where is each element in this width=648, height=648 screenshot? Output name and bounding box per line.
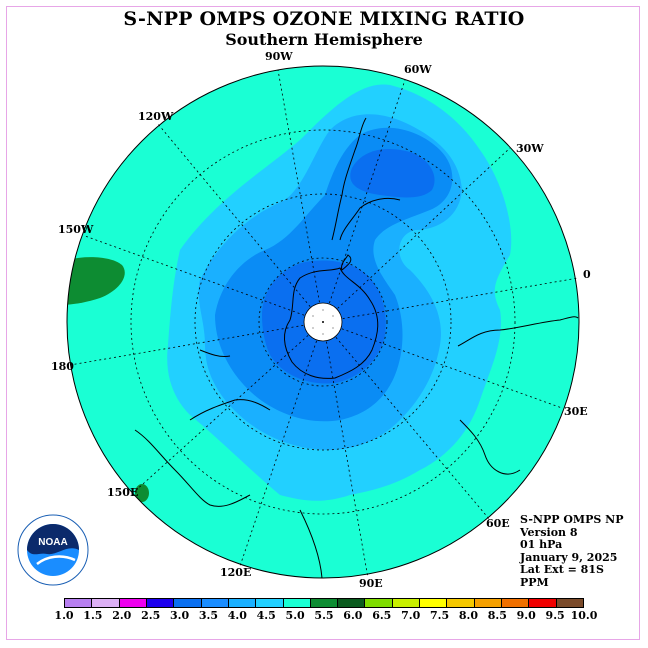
map-boundary bbox=[66, 65, 580, 579]
colorbar-tick-label: 2.5 bbox=[141, 609, 161, 622]
colorbar-tick-label: 1.0 bbox=[54, 609, 74, 622]
colorbar-tick-label: 5.0 bbox=[285, 609, 305, 622]
colorbar-tick-label: 3.5 bbox=[198, 609, 219, 622]
colorbar-tick-label: 8.5 bbox=[487, 609, 507, 622]
colorbar-swatch bbox=[474, 599, 502, 607]
colorbar bbox=[64, 598, 584, 608]
contour-5.0-patch-west bbox=[67, 257, 125, 305]
colorbar-swatch bbox=[556, 599, 583, 607]
lon-label-60w: 60W bbox=[404, 63, 432, 76]
colorbar-swatch bbox=[392, 599, 421, 607]
lon-label-30e: 30E bbox=[564, 405, 588, 418]
colorbar-swatch bbox=[338, 599, 366, 607]
info-version: Version 8 bbox=[520, 525, 578, 539]
colorbar-swatch bbox=[365, 599, 393, 607]
map-title: S-NPP OMPS OZONE MIXING RATIO bbox=[123, 8, 525, 30]
colorbar-tick-label: 2.0 bbox=[112, 609, 132, 622]
lon-label-30w: 30W bbox=[516, 142, 544, 155]
colorbar-swatch bbox=[283, 599, 311, 607]
colorbar-swatch bbox=[92, 599, 120, 607]
plot-frame bbox=[6, 6, 640, 640]
colorbar-tick-label: 4.0 bbox=[227, 609, 247, 622]
colorbar-tick-label: 5.5 bbox=[314, 609, 334, 622]
lon-label-150w: 150W bbox=[58, 223, 94, 236]
lon-label-60e: 60E bbox=[486, 517, 510, 530]
colorbar-swatch bbox=[447, 599, 475, 607]
colorbar-tick-label: 9.5 bbox=[545, 609, 565, 622]
colorbar-swatch bbox=[65, 599, 93, 607]
lon-label-180: 180 bbox=[51, 360, 74, 373]
colorbar-swatch bbox=[310, 599, 339, 607]
info-units: PPM bbox=[520, 575, 549, 589]
colorbar-swatch bbox=[119, 599, 147, 607]
info-date: January 9, 2025 bbox=[520, 550, 618, 564]
lon-label-0: 0 bbox=[583, 268, 591, 281]
colorbar-swatch bbox=[174, 599, 202, 607]
colorbar-tick-label: 9.0 bbox=[516, 609, 536, 622]
colorbar-tick-label: 1.5 bbox=[83, 609, 103, 622]
lon-label-120e: 120E bbox=[220, 566, 252, 579]
info-pressure: 01 hPa bbox=[520, 538, 563, 551]
lon-label-120w: 120W bbox=[138, 110, 174, 123]
colorbar-swatch bbox=[201, 599, 229, 607]
graticule bbox=[69, 69, 579, 579]
colorbar-swatch bbox=[529, 599, 557, 607]
colorbar-swatch bbox=[146, 599, 175, 607]
pole-dots bbox=[312, 309, 334, 335]
colorbar-tick-label: 7.5 bbox=[429, 609, 450, 622]
map-subtitle: Southern Hemisphere bbox=[225, 30, 423, 49]
lon-label-90w: 90W bbox=[265, 50, 293, 63]
colorbar-tick-label: 7.0 bbox=[401, 609, 421, 622]
lon-label-90e: 90E bbox=[359, 577, 383, 590]
colorbar-tick-label: 4.5 bbox=[256, 609, 276, 622]
info-instrument: S-NPP OMPS NP bbox=[520, 513, 624, 526]
contour-2.5-south-america bbox=[350, 148, 435, 198]
colorbar-swatch bbox=[228, 599, 257, 607]
info-panel: S-NPP OMPS NP Version 8 01 hPa January 9… bbox=[520, 513, 624, 589]
info-lat-ext: Lat Ext = 81S bbox=[520, 563, 604, 576]
logo-text: NOAA bbox=[38, 537, 67, 548]
contour-5.0-patch-small bbox=[135, 484, 149, 502]
noaa-logo: NOAA bbox=[17, 514, 89, 586]
colorbar-tick-label: 6.5 bbox=[372, 609, 392, 622]
colorbar-tick-label: 3.0 bbox=[169, 609, 190, 622]
colorbar-swatch bbox=[420, 599, 448, 607]
colorbar-tick-label: 8.0 bbox=[458, 609, 479, 622]
colorbar-tick-label: 6.0 bbox=[343, 609, 363, 622]
lon-label-150e: 150E bbox=[107, 486, 139, 499]
colorbar-swatch bbox=[502, 599, 530, 607]
colorbar-tick-label: 10.0 bbox=[570, 609, 598, 622]
colorbar-swatch bbox=[256, 599, 284, 607]
